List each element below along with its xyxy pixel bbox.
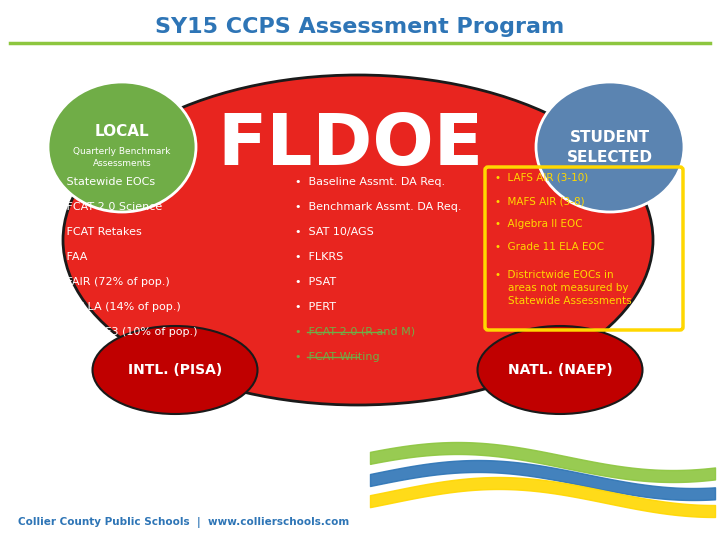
Text: •  FCAT 2.0 Science: • FCAT 2.0 Science xyxy=(53,202,162,212)
Text: •  PERT: • PERT xyxy=(295,302,336,312)
Text: •  FCAT Retakes: • FCAT Retakes xyxy=(53,227,142,237)
Text: STUDENT: STUDENT xyxy=(570,130,650,145)
Text: •  FCAT Writing: • FCAT Writing xyxy=(295,352,379,362)
Text: •  FCAT 2.0 (R and M): • FCAT 2.0 (R and M) xyxy=(295,327,415,337)
Text: Assessments: Assessments xyxy=(93,159,151,167)
Text: SELECTED: SELECTED xyxy=(567,150,653,165)
Ellipse shape xyxy=(63,75,653,405)
Text: •  PSAT: • PSAT xyxy=(295,277,336,287)
Text: •  LAFS AIR (3-10): • LAFS AIR (3-10) xyxy=(495,173,588,183)
Ellipse shape xyxy=(48,82,196,212)
Text: •  MAFS AIR (3-8): • MAFS AIR (3-8) xyxy=(495,196,585,206)
Text: •  Baseline Assmt. DA Req.: • Baseline Assmt. DA Req. xyxy=(295,177,445,187)
Text: SY15 CCPS Assessment Program: SY15 CCPS Assessment Program xyxy=(156,17,564,37)
Text: NATL. (NAEP): NATL. (NAEP) xyxy=(508,363,613,377)
Text: INTL. (PISA): INTL. (PISA) xyxy=(128,363,222,377)
Text: Collier County Public Schools  |  www.collierschools.com: Collier County Public Schools | www.coll… xyxy=(18,516,349,528)
Text: •  Benchmark Assmt. DA Req.: • Benchmark Assmt. DA Req. xyxy=(295,202,462,212)
Text: •  FAIR (72% of pop.): • FAIR (72% of pop.) xyxy=(53,277,170,287)
Text: LOCAL: LOCAL xyxy=(95,124,149,138)
Text: •  SAT 10/AGS: • SAT 10/AGS xyxy=(295,227,374,237)
Text: FLDOE: FLDOE xyxy=(217,111,483,179)
Text: Quarterly Benchmark: Quarterly Benchmark xyxy=(73,146,171,156)
Text: •  Algebra II EOC: • Algebra II EOC xyxy=(495,219,582,229)
Text: •  FAA: • FAA xyxy=(53,252,87,262)
Text: •  FLKRS: • FLKRS xyxy=(295,252,343,262)
Text: •  CELLA F3 (10% of pop.): • CELLA F3 (10% of pop.) xyxy=(53,327,197,337)
Ellipse shape xyxy=(92,326,258,414)
Ellipse shape xyxy=(477,326,642,414)
Text: •  Districtwide EOCs in
    areas not measured by
    Statewide Assessments: • Districtwide EOCs in areas not measure… xyxy=(495,270,631,306)
Text: •  Grade 11 ELA EOC: • Grade 11 ELA EOC xyxy=(495,242,604,252)
Ellipse shape xyxy=(536,82,684,212)
Text: •  Statewide EOCs: • Statewide EOCs xyxy=(53,177,155,187)
Text: •  CELLA (14% of pop.): • CELLA (14% of pop.) xyxy=(53,302,181,312)
